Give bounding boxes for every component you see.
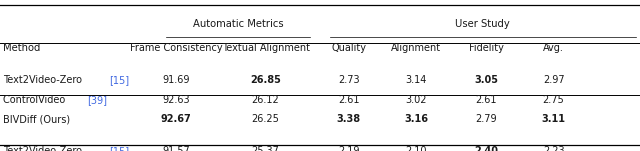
Text: 3.14: 3.14 bbox=[405, 75, 427, 85]
Text: 2.61: 2.61 bbox=[338, 95, 360, 105]
Text: Text2Video-Zero: Text2Video-Zero bbox=[3, 146, 85, 151]
Text: 92.63: 92.63 bbox=[162, 95, 190, 105]
Text: [15]: [15] bbox=[109, 75, 129, 85]
Text: Avg.: Avg. bbox=[543, 43, 564, 53]
Text: Alignment: Alignment bbox=[391, 43, 441, 53]
Text: 25.37: 25.37 bbox=[252, 146, 280, 151]
Text: 2.97: 2.97 bbox=[543, 75, 564, 85]
Text: 2.40: 2.40 bbox=[474, 146, 499, 151]
Text: 2.10: 2.10 bbox=[405, 146, 427, 151]
Text: ControlVideo: ControlVideo bbox=[3, 95, 68, 105]
Text: 26.12: 26.12 bbox=[252, 95, 280, 105]
Text: 2.61: 2.61 bbox=[476, 95, 497, 105]
Text: Quality: Quality bbox=[332, 43, 366, 53]
Text: 3.05: 3.05 bbox=[474, 75, 499, 85]
Text: 26.85: 26.85 bbox=[250, 75, 281, 85]
Text: Automatic Metrics: Automatic Metrics bbox=[193, 19, 284, 29]
Text: 3.16: 3.16 bbox=[404, 114, 428, 124]
Text: 2.23: 2.23 bbox=[543, 146, 564, 151]
Text: 91.69: 91.69 bbox=[163, 75, 189, 85]
Text: BIVDiff (Ours): BIVDiff (Ours) bbox=[3, 114, 70, 124]
Text: 26.25: 26.25 bbox=[252, 114, 280, 124]
Text: 3.02: 3.02 bbox=[405, 95, 427, 105]
Text: Textual Alignment: Textual Alignment bbox=[221, 43, 310, 53]
Text: Method: Method bbox=[3, 43, 40, 53]
Text: Text2Video-Zero: Text2Video-Zero bbox=[3, 75, 85, 85]
Text: 2.79: 2.79 bbox=[476, 114, 497, 124]
Text: User Study: User Study bbox=[455, 19, 510, 29]
Text: 2.75: 2.75 bbox=[543, 95, 564, 105]
Text: Fidelity: Fidelity bbox=[469, 43, 504, 53]
Text: [39]: [39] bbox=[88, 95, 108, 105]
Text: 91.57: 91.57 bbox=[162, 146, 190, 151]
Text: 2.73: 2.73 bbox=[338, 75, 360, 85]
Text: 3.38: 3.38 bbox=[337, 114, 361, 124]
Text: 2.19: 2.19 bbox=[338, 146, 360, 151]
Text: Frame Consistency: Frame Consistency bbox=[130, 43, 222, 53]
Text: [15]: [15] bbox=[109, 146, 129, 151]
Text: 92.67: 92.67 bbox=[161, 114, 191, 124]
Text: 3.11: 3.11 bbox=[541, 114, 566, 124]
